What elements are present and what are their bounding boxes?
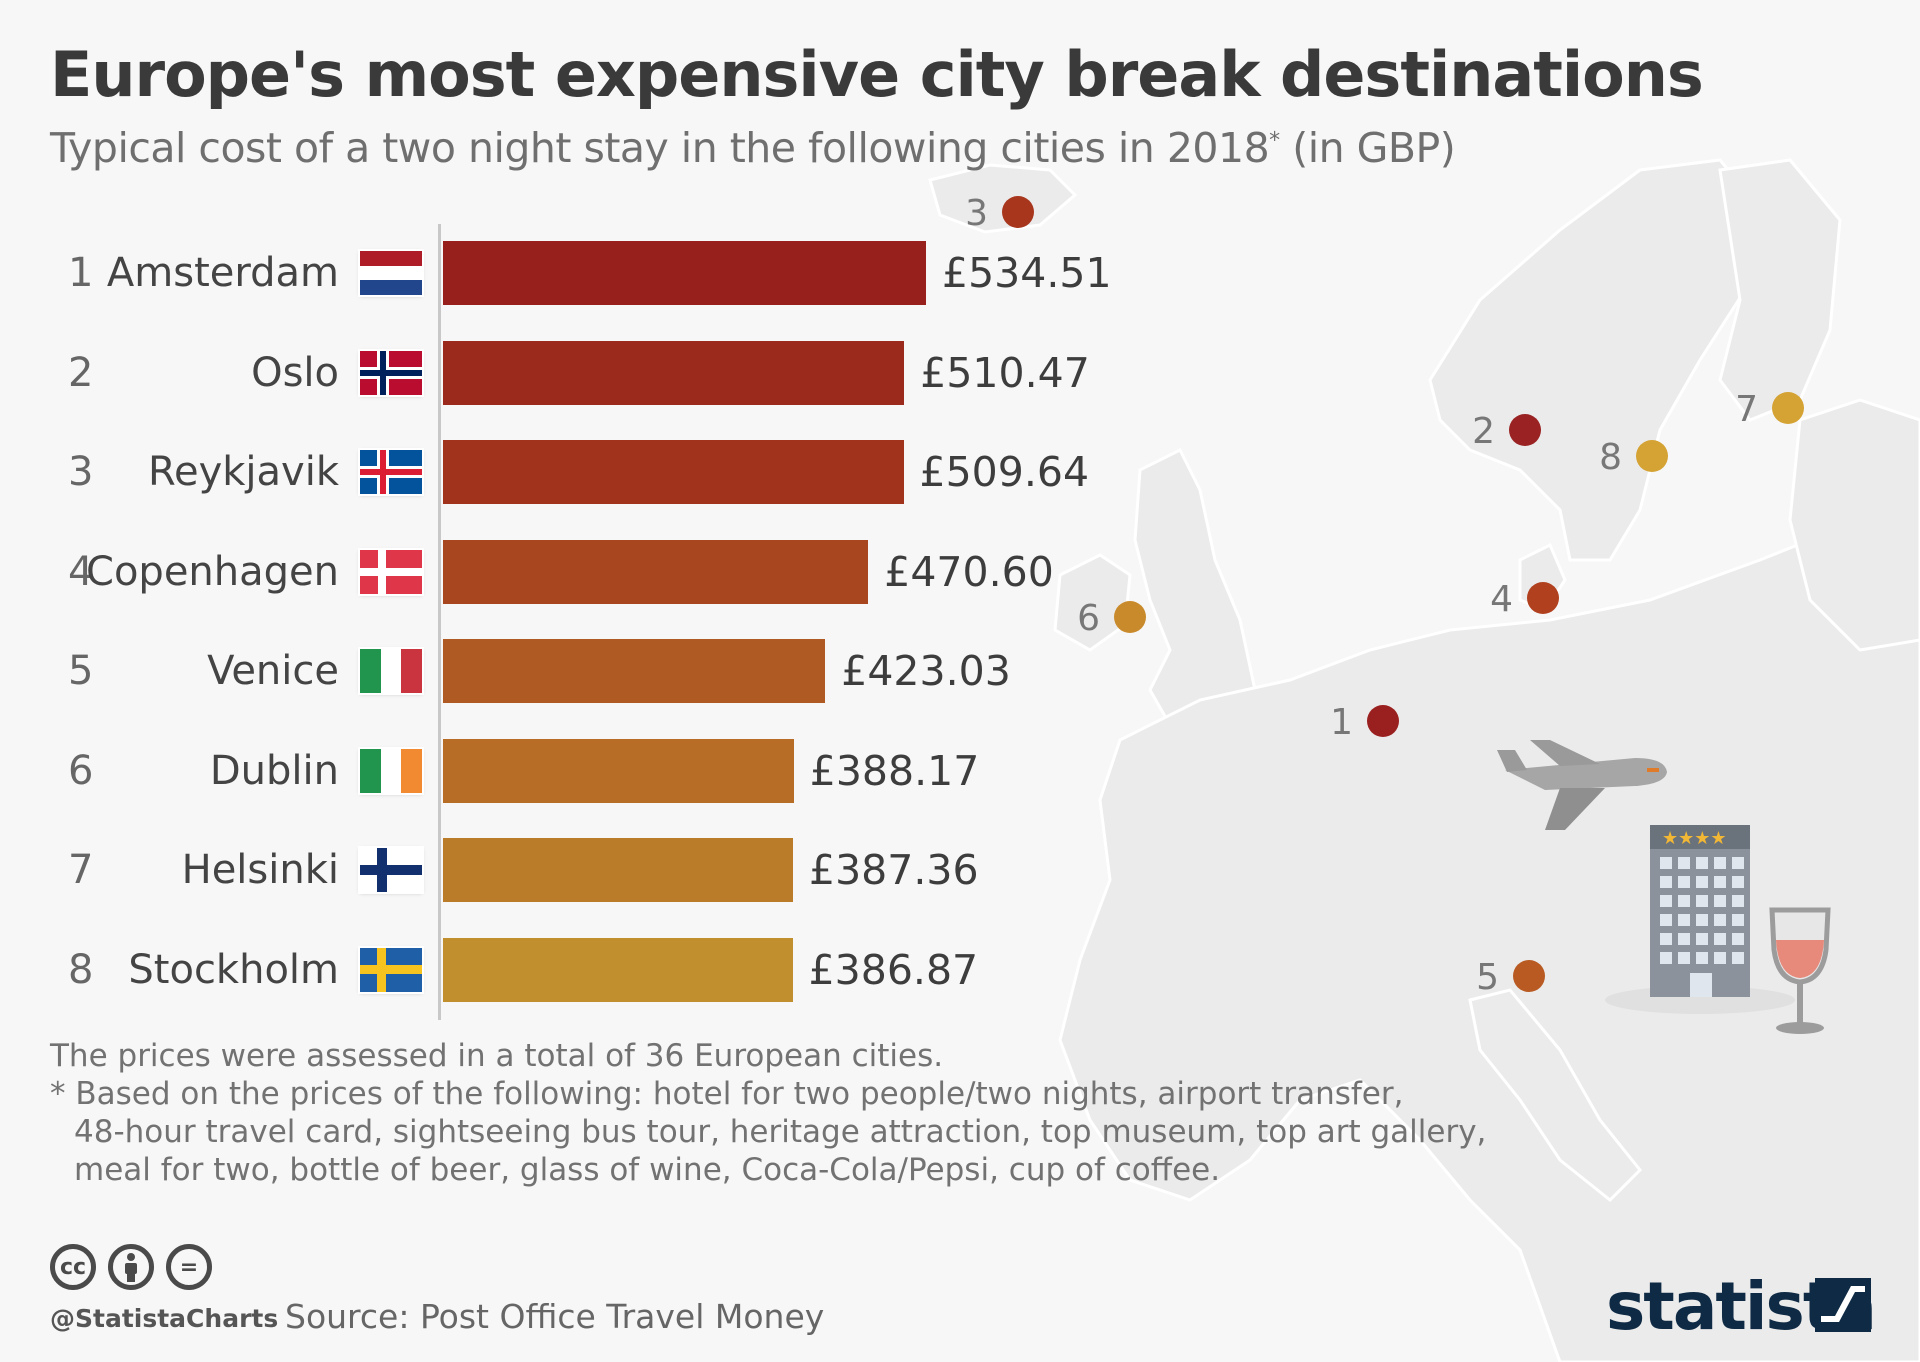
footnote-line: 48-hour travel card, sightseeing bus tou… [74,1114,1487,1150]
license-icons[interactable]: cc = [50,1244,212,1290]
bar [443,241,926,305]
map-marker-label: 2 [1472,411,1495,452]
city-label: Reykjavik [147,449,339,495]
bar [443,738,794,803]
italy-flag [360,649,422,693]
map-marker [1636,440,1668,472]
city-label: Copenhagen [86,548,339,595]
bar [443,539,869,604]
value-label: £388.17 [809,746,980,795]
map-marker [1114,601,1146,633]
wine-glass-icon [1769,907,1831,1034]
footnote-line: The prices were assessed in a total of 3… [50,1038,944,1074]
chart-axis-line [438,224,441,1020]
bar [443,838,794,902]
bar [443,639,826,703]
map-marker [1367,705,1399,737]
footnotes: The prices were assessed in a total of 3… [50,1037,1486,1189]
sweden-flag [360,947,422,992]
value-label: £509.64 [919,448,1090,496]
rank-label: 6 [68,747,94,794]
city-label: Stockholm [128,946,339,993]
chart-subtitle: Typical cost of a two night stay in the … [50,124,1456,172]
map-marker [1527,582,1559,614]
chart-title: Europe's most expensive city break desti… [50,38,1704,111]
bar [443,340,905,405]
value-label: £387.36 [809,846,979,894]
bar [443,440,904,504]
city-label: Amsterdam [106,250,339,296]
cc-license-icon[interactable]: cc [50,1244,96,1290]
ireland-flag [360,748,422,793]
bar [443,937,793,1002]
map-marker-label: 5 [1476,957,1499,998]
norway-flag [360,350,422,395]
value-label: £510.47 [920,348,1090,397]
city-label: Dublin [209,747,339,794]
map-marker-label: 7 [1735,389,1758,430]
rank-label: 7 [68,847,94,893]
denmark-flag [360,549,422,594]
map-marker-label: 8 [1599,437,1622,478]
netherlands-flag [360,251,422,295]
rank-label: 5 [68,648,94,694]
value-label: £386.87 [808,945,979,994]
map-marker [1513,960,1545,992]
map-marker-label: 6 [1077,598,1100,639]
map-marker [1509,414,1541,446]
value-label: £470.60 [884,547,1054,596]
no-derivatives-icon[interactable]: = [166,1244,212,1290]
map-marker [1002,196,1034,228]
rank-label: 4 [68,548,94,595]
iceland-flag [360,450,422,494]
statista-handle[interactable]: @StatistaCharts [50,1304,279,1333]
rank-label: 1 [68,250,94,296]
map-marker [1772,392,1804,424]
footnote-line: * Based on the prices of the following: … [50,1076,1404,1112]
map-marker-label: 3 [965,193,988,234]
value-label: £534.51 [942,249,1112,297]
map-marker-label: 4 [1490,579,1513,620]
map-marker-label: 1 [1330,702,1353,743]
subtitle-text: Typical cost of a two night stay in the … [50,124,1270,172]
airplane-icon [1497,740,1667,830]
city-label: Helsinki [181,847,339,893]
attribution-icon[interactable] [108,1244,154,1290]
rank-label: 3 [68,449,94,495]
value-label: £423.03 [841,647,1011,695]
subtitle-unit: (in GBP) [1279,124,1456,172]
hotel-icon: ★★★★ [1605,825,1795,1014]
city-label: Venice [207,648,339,694]
rank-label: 8 [68,946,94,993]
svg-text:★★★★: ★★★★ [1662,828,1727,849]
source-note: Source: Post Office Travel Money [285,1297,825,1336]
city-label: Oslo [251,349,339,396]
statista-logo-icon[interactable] [1815,1278,1871,1332]
subtitle-asterisk: * [1269,128,1280,154]
finland-flag [360,848,422,892]
rank-label: 2 [68,349,94,396]
footnote-line: meal for two, bottle of beer, glass of w… [74,1152,1221,1188]
